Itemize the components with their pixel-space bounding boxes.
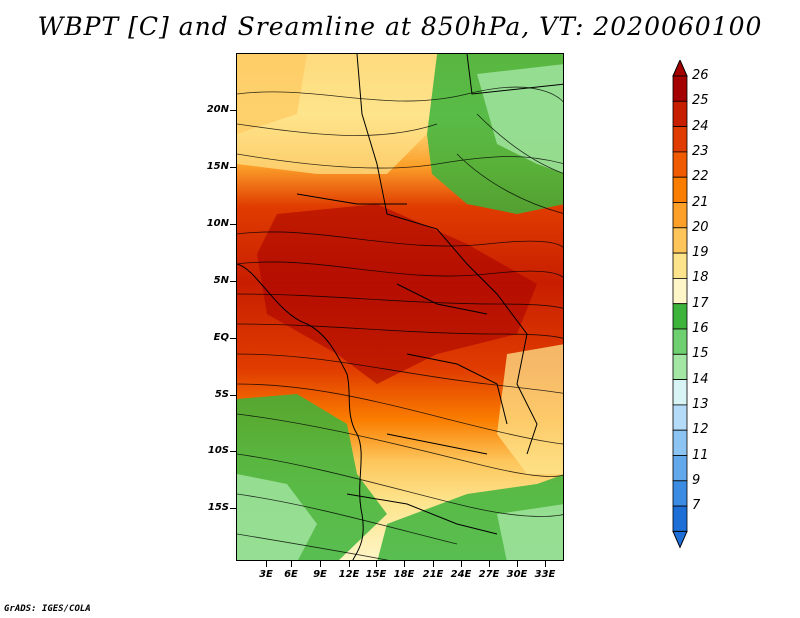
- lon-label: 30E: [506, 569, 528, 580]
- colorbar-segment: [672, 277, 688, 305]
- lon-tick: [433, 561, 434, 567]
- colorbar-segment: [672, 100, 688, 127]
- lat-tick: [230, 224, 236, 225]
- colorbar-segment: [672, 202, 688, 229]
- colorbar-segment: [672, 404, 688, 431]
- colorbar-level-label: 24: [692, 118, 709, 134]
- colorbar-segment: [672, 151, 688, 178]
- lat-tick: [230, 110, 236, 111]
- colorbar-segment: [672, 252, 688, 279]
- lon-tick: [461, 561, 462, 567]
- lat-label: 5S: [214, 389, 229, 400]
- colorbar-segment: [672, 505, 688, 532]
- colorbar-level-label: 21: [692, 194, 709, 210]
- lon-tick: [489, 561, 490, 567]
- colorbar-level-label: 9: [692, 472, 701, 488]
- lat-tick: [230, 395, 236, 396]
- lon-label: 12E: [338, 569, 360, 580]
- chart-title: WBPT [C] and Sreamline at 850hPa, VT: 20…: [37, 12, 763, 41]
- lon-tick: [376, 561, 377, 567]
- colorbar-level-label: 19: [692, 245, 709, 261]
- lat-label: 5N: [213, 275, 229, 286]
- colorbar-level-label: 18: [692, 270, 709, 286]
- lat-tick: [230, 338, 236, 339]
- lat-tick: [230, 167, 236, 168]
- colorbar-level-label: 25: [692, 93, 709, 109]
- colorbar-level-label: 23: [692, 143, 709, 159]
- colorbar-segment: [672, 353, 688, 380]
- colorbar-min-arrow: [672, 530, 688, 549]
- colorbar-segment: [672, 455, 688, 482]
- colorbar-level-label: 11: [692, 447, 709, 463]
- lat-tick: [230, 451, 236, 452]
- wbpt-field-map: [237, 54, 563, 560]
- lon-label: 6E: [284, 569, 298, 580]
- lon-label: 18E: [393, 569, 415, 580]
- colorbar-segment: [672, 126, 688, 153]
- lat-tick: [230, 508, 236, 509]
- colorbar-segment: [672, 75, 688, 102]
- colorbar-level-label: 7: [692, 498, 701, 514]
- lat-label: EQ: [213, 332, 229, 343]
- lon-label: 15E: [365, 569, 387, 580]
- colorbar-segment: [672, 429, 688, 456]
- lon-tick: [266, 561, 267, 567]
- lon-label: 3E: [259, 569, 273, 580]
- lon-tick: [320, 561, 321, 567]
- colorbar-level-label: 12: [692, 422, 709, 438]
- lat-label: 15N: [206, 161, 229, 172]
- colorbar-level-label: 15: [692, 346, 709, 362]
- colorbar-max-arrow: [672, 60, 688, 77]
- colorbar: [672, 60, 688, 549]
- lon-tick: [291, 561, 292, 567]
- lat-label: 20N: [206, 104, 229, 115]
- colorbar-segment: [672, 303, 688, 330]
- lat-label: 15S: [207, 502, 229, 513]
- lon-tick: [404, 561, 405, 567]
- lon-label: 33E: [534, 569, 556, 580]
- map-plot-area: [236, 53, 564, 561]
- lon-tick: [517, 561, 518, 567]
- lon-tick: [545, 561, 546, 567]
- colorbar-segment: [672, 480, 688, 507]
- footer-credit: GrADS: IGES/COLA: [4, 604, 91, 614]
- colorbar-level-label: 26: [692, 68, 709, 83]
- colorbar-segment: [672, 227, 688, 254]
- lat-tick: [230, 281, 236, 282]
- lon-label: 27E: [478, 569, 500, 580]
- lon-label: 24E: [450, 569, 472, 580]
- lon-label: 21E: [422, 569, 444, 580]
- lon-label: 9E: [313, 569, 327, 580]
- colorbar-segment: [672, 176, 688, 203]
- lat-label: 10N: [206, 218, 229, 229]
- colorbar-segment: [672, 379, 688, 406]
- lon-tick: [349, 561, 350, 567]
- colorbar-segment: [672, 328, 688, 355]
- lat-label: 10S: [207, 445, 229, 456]
- colorbar-level-label: 22: [692, 169, 709, 185]
- colorbar-level-label: 17: [692, 295, 709, 311]
- colorbar-level-label: 20: [692, 219, 709, 235]
- colorbar-level-label: 14: [692, 371, 709, 387]
- colorbar-level-label: 16: [692, 321, 709, 336]
- colorbar-level-label: 13: [692, 396, 709, 412]
